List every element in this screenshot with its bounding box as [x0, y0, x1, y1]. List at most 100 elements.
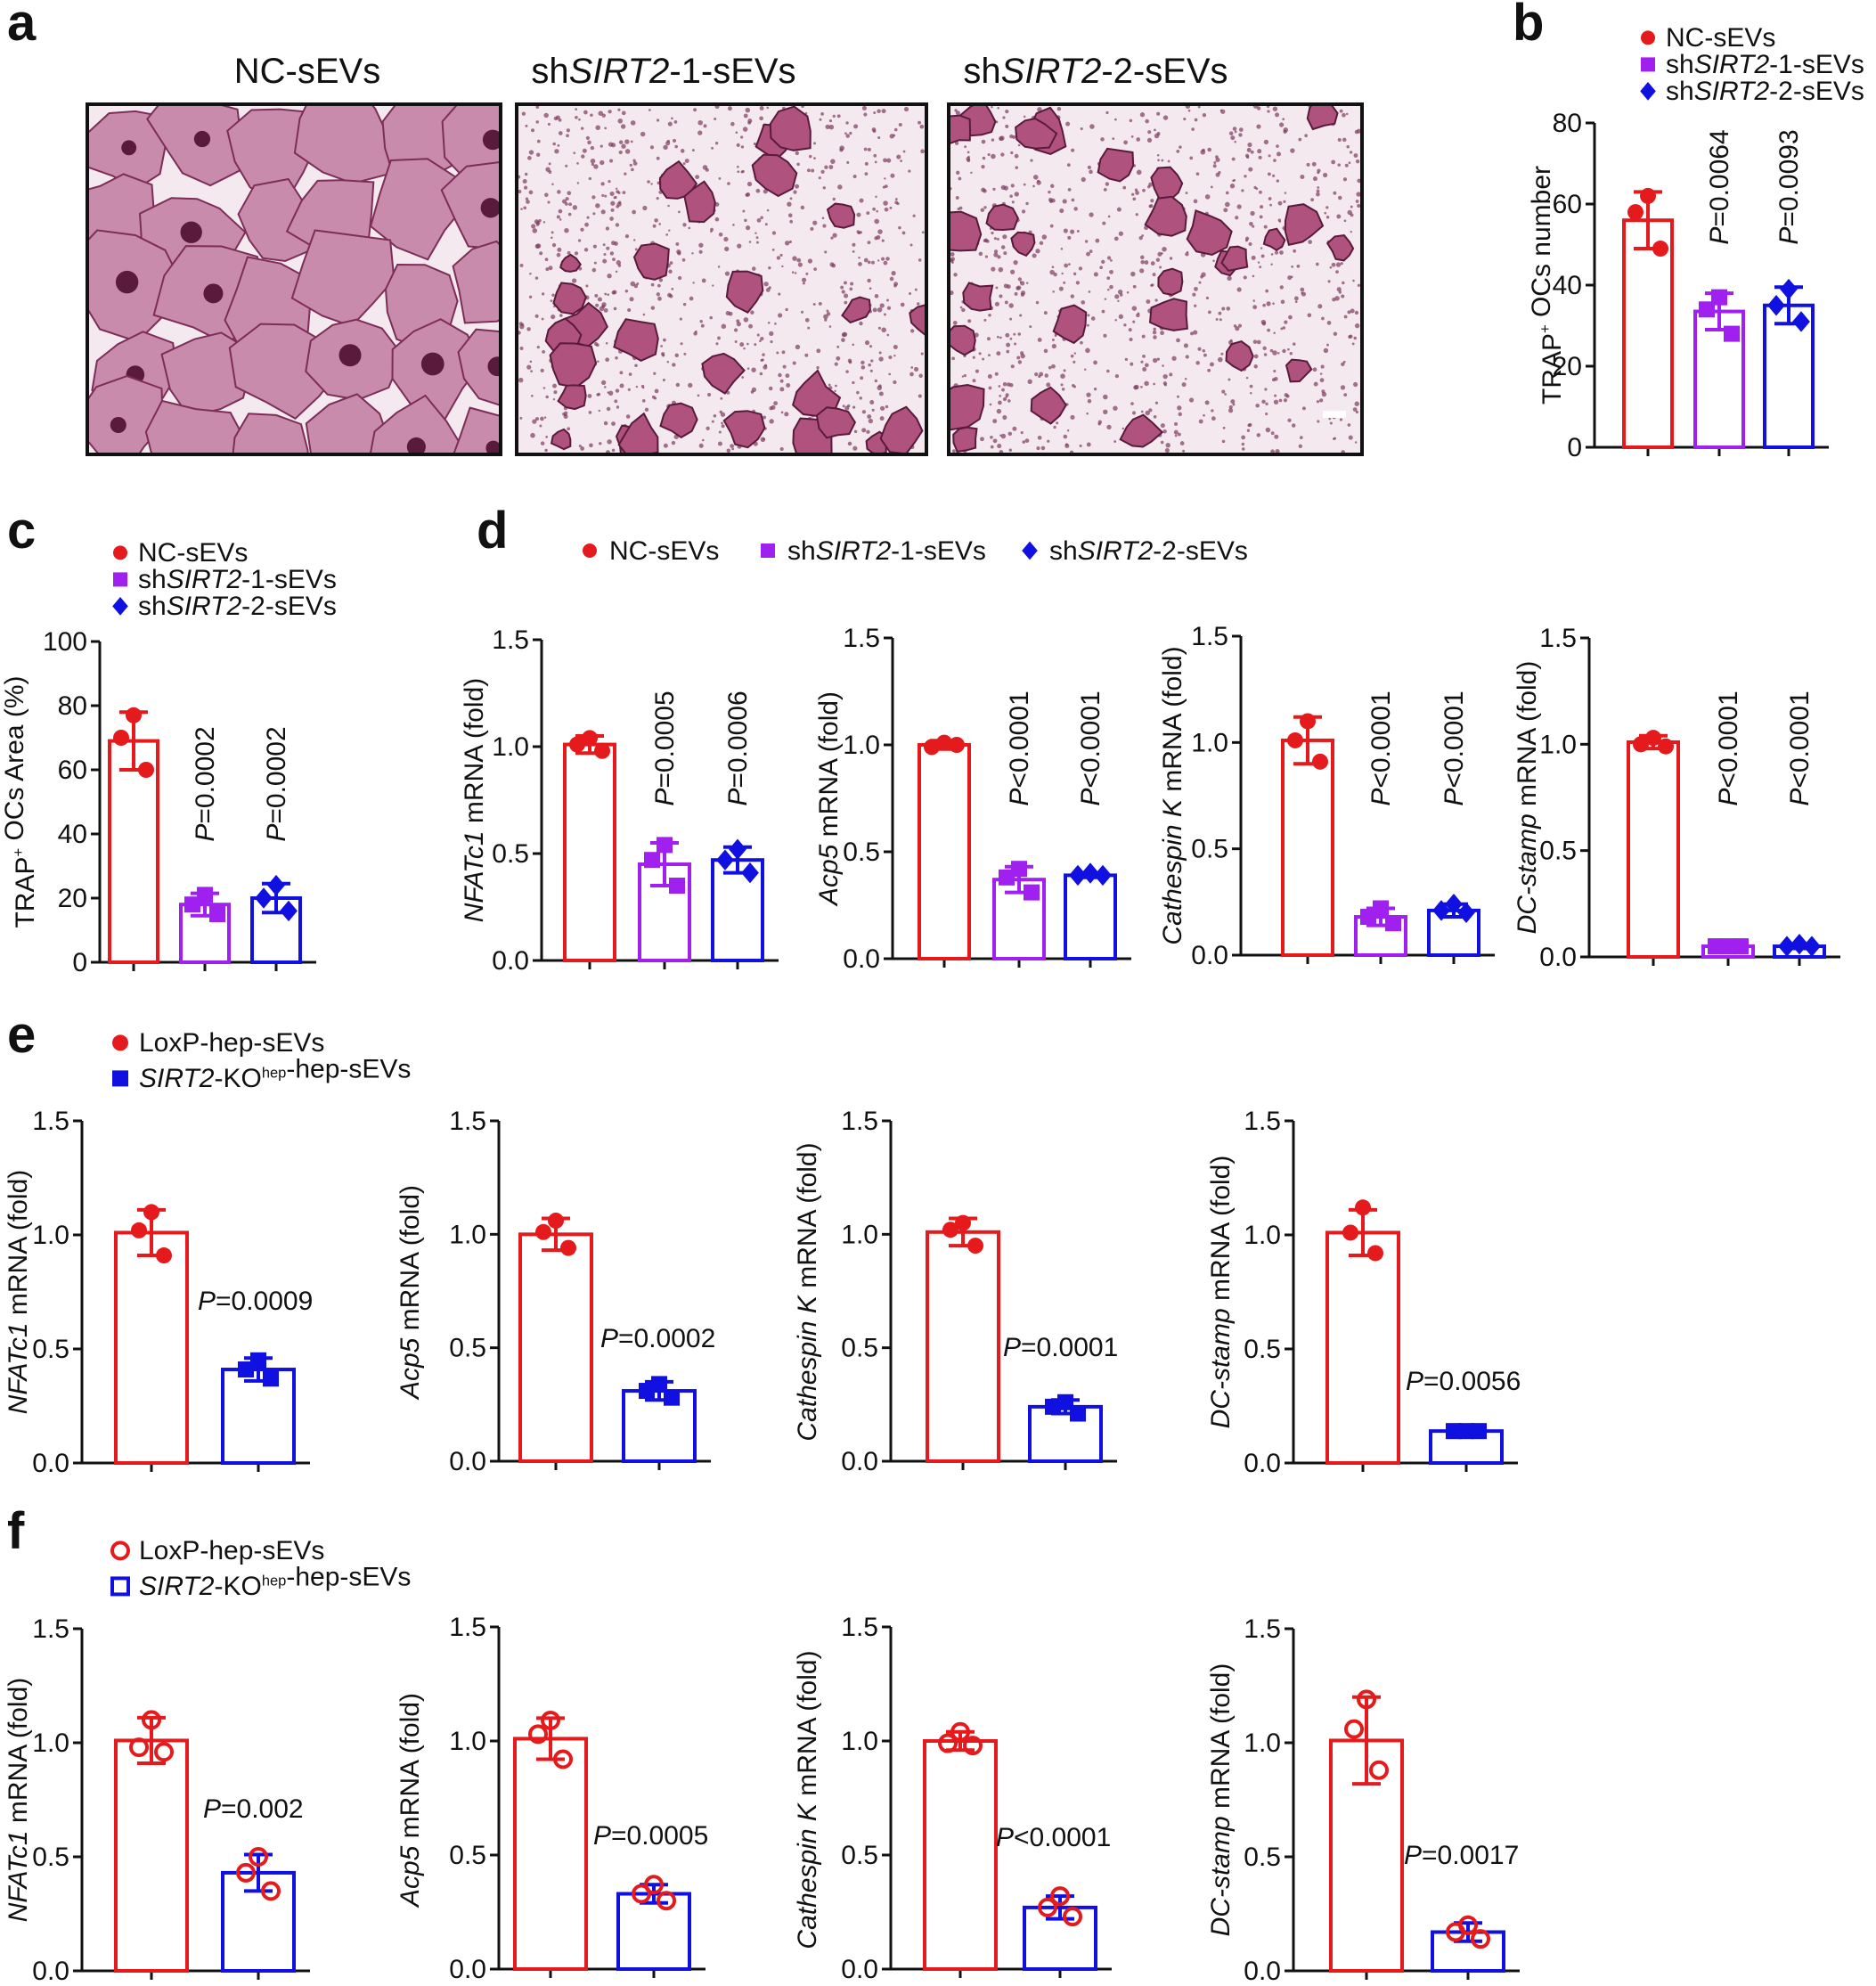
stain-dot: [541, 292, 545, 296]
stain-dot: [1148, 204, 1153, 208]
stain-dot: [785, 307, 788, 312]
stain-dot: [609, 191, 615, 196]
stain-dot: [525, 197, 529, 200]
data-point: [209, 906, 225, 922]
stain-dot: [778, 313, 783, 318]
stain-dot: [1241, 189, 1244, 192]
stain-dot: [985, 239, 990, 243]
stain-dot: [996, 335, 999, 339]
stain-dot: [714, 217, 720, 222]
stain-dot: [1080, 340, 1083, 345]
stain-dot: [1194, 304, 1197, 307]
stain-dot: [567, 250, 571, 255]
y-tick-label: 1.0: [492, 732, 529, 762]
stain-dot: [680, 149, 685, 153]
stain-dot: [700, 323, 705, 328]
stain-dot: [714, 117, 717, 121]
osteoclast-cell: [1030, 386, 1067, 425]
stain-dot: [663, 338, 666, 342]
cell-nucleus: [203, 283, 224, 304]
stain-dot: [1005, 110, 1009, 114]
stain-dot: [1292, 342, 1296, 346]
stain-dot: [894, 198, 898, 200]
stain-dot: [1248, 167, 1253, 172]
osteoclast-cell: [305, 393, 390, 453]
y-tick-label: 0.0: [32, 1957, 69, 1986]
stain-dot: [648, 109, 651, 111]
stain-dot: [813, 267, 817, 271]
stain-dot: [1090, 316, 1096, 321]
stain-dot: [677, 251, 681, 256]
legend-label: SIRT2-KOhep-hep-sEVs: [139, 1563, 411, 1602]
stain-dot: [743, 113, 748, 119]
stain-dot: [721, 424, 725, 429]
data-point: [1063, 1907, 1082, 1927]
stain-dot: [1154, 128, 1156, 132]
stain-dot: [619, 371, 624, 375]
stain-dot: [871, 408, 875, 412]
stain-dot: [1035, 300, 1040, 305]
stain-dot: [1264, 388, 1268, 391]
stain-dot: [590, 113, 593, 117]
stain-dot: [810, 226, 814, 231]
stain-dot: [1063, 228, 1068, 233]
stain-dot: [785, 373, 790, 379]
stain-dot: [1228, 405, 1233, 410]
stain-dot: [1155, 257, 1161, 262]
stain-dot: [818, 176, 821, 180]
stain-dot: [746, 342, 749, 346]
stain-dot: [650, 183, 653, 185]
stain-dot: [852, 242, 856, 247]
stain-dot: [879, 416, 885, 421]
stain-dot: [567, 427, 571, 431]
stain-dot: [1130, 271, 1136, 277]
legend-label: shSIRT2-2-sEVs: [1049, 536, 1248, 566]
stain-dot: [636, 282, 640, 285]
osteoclast-cell: [557, 384, 587, 411]
stain-dot: [1103, 333, 1107, 338]
stain-dot: [1306, 162, 1310, 167]
y-tick-label: 1.5: [32, 1107, 69, 1136]
stain-dot: [629, 163, 632, 167]
stain-dot: [1282, 326, 1286, 330]
stain-dot: [1212, 259, 1215, 263]
stain-dot: [1100, 137, 1105, 142]
stain-dot: [1219, 318, 1222, 322]
stain-dot: [748, 323, 753, 329]
stain-dot: [1311, 161, 1317, 167]
stain-dot: [1183, 118, 1187, 121]
p-value-label: P=0.0009: [198, 1287, 313, 1316]
stain-dot: [1354, 129, 1359, 135]
stain-dot: [884, 207, 889, 212]
stain-dot: [996, 408, 1002, 414]
y-tick-label: 40: [1553, 271, 1582, 300]
stain-dot: [1179, 441, 1185, 445]
stain-dot: [657, 296, 662, 301]
stain-dot: [742, 209, 746, 213]
stain-dot: [1048, 190, 1051, 194]
stain-dot: [1134, 384, 1139, 390]
stain-dot: [909, 372, 914, 377]
stain-dot: [846, 404, 851, 408]
stain-dot: [1008, 448, 1012, 452]
stain-dot: [551, 231, 554, 234]
stain-dot: [617, 264, 622, 267]
stain-dot: [1162, 373, 1168, 380]
stain-dot: [1194, 118, 1198, 122]
stain-dot: [590, 158, 596, 164]
stain-dot: [748, 241, 752, 243]
stain-dot: [1039, 372, 1044, 377]
y-axis-label: Acp5 mRNA (fold): [396, 1693, 425, 1908]
stain-dot: [654, 218, 658, 223]
stain-dot: [1067, 263, 1071, 266]
stain-dot: [624, 139, 630, 144]
stain-dot: [893, 345, 898, 350]
stain-dot: [1148, 182, 1154, 187]
stain-dot: [600, 209, 606, 215]
stain-dot: [524, 185, 528, 190]
stain-dot: [804, 353, 809, 357]
data-point: [1699, 301, 1715, 318]
stain-dot: [1027, 379, 1032, 384]
stain-dot: [593, 164, 599, 169]
stain-dot: [858, 261, 862, 266]
